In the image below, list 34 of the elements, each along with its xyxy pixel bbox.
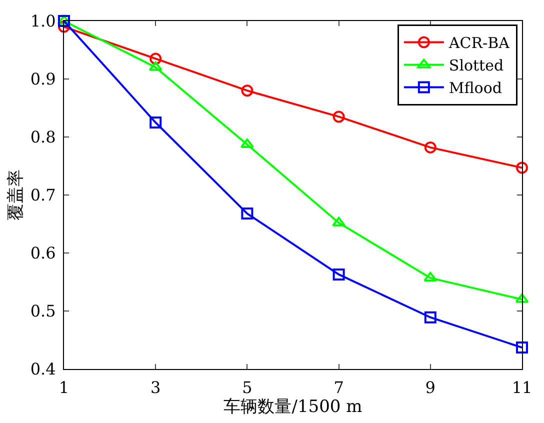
- y-tick-label: 0.6: [30, 244, 56, 263]
- y-tick-label: 0.4: [30, 360, 56, 379]
- x-axis-title: 车辆数量/1500 m: [224, 397, 362, 418]
- point: [332, 216, 346, 226]
- y-tick-label: 0.7: [30, 186, 56, 205]
- x-tick-label: 11: [512, 378, 532, 398]
- point: [516, 342, 528, 354]
- y-tick-label: 0.9: [30, 70, 56, 89]
- point: [424, 311, 436, 324]
- point: [58, 15, 70, 27]
- point: [332, 268, 345, 280]
- point: [424, 141, 436, 154]
- point: [148, 61, 162, 71]
- legend-label: Slotted: [448, 56, 504, 75]
- y-tick-label: 1.0: [30, 12, 56, 31]
- point: [241, 208, 254, 220]
- x-tick-label: 7: [334, 378, 344, 398]
- x-tick-label: 5: [242, 378, 252, 398]
- x-tick-label: 1: [58, 378, 70, 398]
- point: [424, 272, 438, 282]
- y-axis-title: 覆盖率: [6, 170, 26, 220]
- point: [515, 293, 529, 303]
- point: [332, 110, 345, 123]
- point: [150, 52, 162, 65]
- y-tick-label: 0.5: [30, 302, 56, 321]
- x-tick-label: 3: [150, 378, 161, 398]
- y-tick-label: 0.8: [30, 128, 56, 147]
- legend-label: Mflood: [448, 79, 502, 98]
- legend-label: ACR-BA: [448, 34, 510, 52]
- point: [240, 138, 254, 148]
- point: [516, 162, 528, 174]
- point: [150, 116, 162, 128]
- point: [241, 84, 254, 97]
- x-tick-label: 9: [425, 378, 436, 398]
